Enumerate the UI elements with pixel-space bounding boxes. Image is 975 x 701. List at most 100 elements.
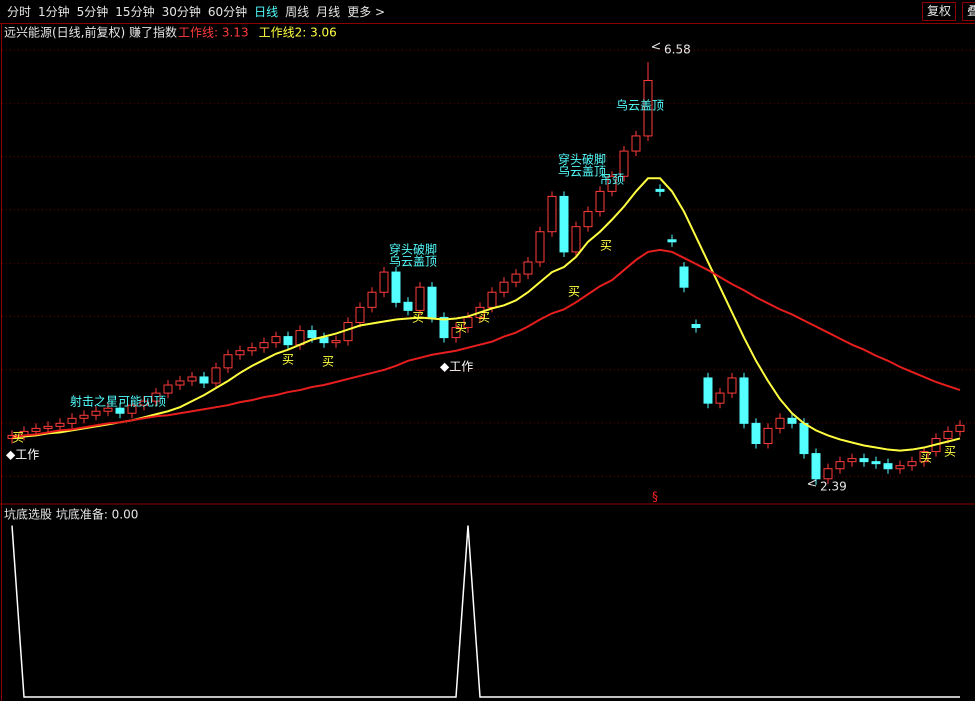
candle-body: [943, 430, 953, 439]
candle-body: [103, 407, 113, 412]
candle-body: [415, 286, 425, 311]
candle-body: [823, 468, 833, 480]
candle-body: [775, 417, 785, 429]
candle-body: [547, 195, 557, 233]
toolbar-tab[interactable]: 分时: [7, 5, 32, 19]
annotation: 买: [944, 445, 956, 459]
candle-body: [907, 461, 917, 467]
candle-body: [895, 465, 905, 470]
candle-body: [511, 273, 521, 283]
candle-body: [43, 425, 53, 429]
header-value: 工作线2: 3.06: [259, 26, 337, 40]
candle-body: [163, 384, 173, 394]
candle-body: [379, 271, 389, 293]
candle-body: [283, 336, 293, 346]
toolbar-button[interactable]: 叠: [962, 2, 975, 21]
indicator-line: [11, 525, 960, 698]
annotation: 穿头破脚: [389, 242, 437, 257]
pointer: [807, 479, 817, 487]
candle-body: [703, 377, 713, 404]
candle-body: [571, 226, 581, 253]
candle-body: [259, 342, 269, 349]
annotation: 买: [568, 285, 580, 299]
candle-body: [55, 422, 65, 427]
candle-body: [583, 211, 593, 228]
annotation: 2.39: [820, 480, 847, 494]
candle-body: [499, 281, 509, 293]
grid: [2, 49, 975, 477]
annotation: ◆工作: [440, 360, 473, 374]
candle-body: [919, 451, 929, 463]
toolbar-tab[interactable]: 15分钟: [115, 5, 155, 19]
annotation: 6.58: [664, 43, 691, 57]
header-value: 工作线: 3.13: [178, 26, 249, 40]
candle-body: [691, 324, 701, 329]
candle-body: [487, 291, 497, 308]
annotation: 穿头破脚: [558, 152, 606, 167]
candle-body: [679, 266, 689, 288]
toolbar-tab[interactable]: 周线: [285, 5, 310, 19]
candle-body: [847, 458, 857, 463]
pointer: [651, 42, 661, 50]
annotation: 乌云盖顶: [389, 254, 437, 269]
candle-body: [631, 135, 641, 152]
candle-body: [667, 239, 677, 243]
candle-body: [607, 175, 617, 192]
toolbar-tab[interactable]: 月线: [316, 5, 341, 19]
annotation: §: [652, 490, 658, 504]
candle-body: [319, 337, 329, 344]
toolbar-button[interactable]: 复权: [922, 2, 957, 21]
annotation: 买: [455, 321, 467, 335]
toolbar-tab[interactable]: 日线: [254, 5, 279, 19]
candle-body: [235, 350, 245, 356]
candle-body: [31, 427, 41, 432]
annotation: 乌云盖顶: [616, 98, 664, 113]
candle-body: [763, 427, 773, 445]
indicator-title: 坑底选股 坑底准备: 0.00: [4, 507, 138, 522]
candle-body: [427, 286, 437, 318]
candle-body: [739, 377, 749, 424]
toolbar-tab[interactable]: 30分钟: [161, 5, 201, 19]
candle-body: [343, 321, 353, 342]
candle-body: [619, 150, 629, 177]
candle-body: [787, 417, 797, 424]
toolbar-tab[interactable]: 60分钟: [207, 5, 248, 19]
toolbar-tab[interactable]: 更多 >: [347, 5, 386, 19]
candle-body: [67, 417, 77, 424]
annotation: 买: [412, 311, 424, 325]
candle-body: [883, 463, 893, 470]
candle-body: [79, 414, 89, 419]
candle-body: [751, 422, 761, 445]
candle-body: [535, 231, 545, 263]
candle-body: [199, 376, 209, 384]
moving-average: [11, 177, 961, 452]
candle-body: [811, 453, 821, 480]
annotation: 买: [282, 353, 294, 367]
candle-body: [439, 316, 449, 339]
candle-body: [151, 392, 161, 402]
annotation: 买: [322, 355, 334, 369]
annotation: 乌云盖顶: [558, 164, 606, 179]
candle-body: [955, 424, 965, 432]
candle-body: [175, 380, 185, 386]
annotation: 买: [920, 451, 932, 465]
candle-body: [127, 404, 137, 414]
annotation: 射击之星可能见顶: [70, 394, 166, 409]
candle-body: [187, 376, 197, 382]
candle-body: [727, 377, 737, 394]
candle-body: [331, 340, 341, 344]
toolbar-tab[interactable]: 5分钟: [76, 5, 109, 19]
candle-body: [307, 330, 317, 339]
candle-body: [523, 261, 533, 275]
candle-body: [715, 392, 725, 404]
toolbar: 分时 1分钟 5分钟 15分钟 30分钟 60分钟 日线 周线 月线 更多 > 复权叠: [0, 0, 975, 24]
toolbar-tab[interactable]: 1分钟: [38, 5, 70, 19]
candle-body: [115, 407, 125, 414]
candle-body: [595, 190, 605, 213]
annotation: 买: [478, 311, 490, 325]
candle-body: [271, 336, 281, 344]
candle-body: [871, 461, 881, 465]
annotation: 吊颈: [600, 173, 624, 187]
